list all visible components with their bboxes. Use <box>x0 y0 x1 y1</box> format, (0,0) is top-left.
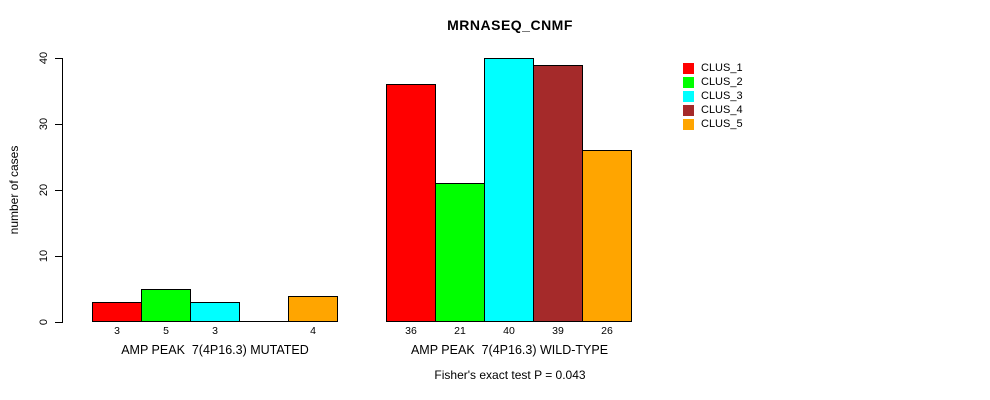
clus2-swatch-icon <box>683 76 694 88</box>
y-tick <box>55 322 63 323</box>
bar-value-label: 26 <box>601 325 613 337</box>
legend-label: CLUS_3 <box>701 90 743 102</box>
y-tick <box>55 256 63 257</box>
bar-clus1-wildtype <box>386 84 436 322</box>
y-tick-label: 40 <box>38 51 50 65</box>
chart-title: MRNASEQ_CNMF <box>447 17 573 33</box>
bar-clus3-mutated <box>190 302 240 322</box>
bar-value-label: 5 <box>163 325 169 337</box>
legend-item: CLUS_5 <box>683 117 743 131</box>
clus3-swatch-icon <box>683 90 694 102</box>
y-tick <box>55 58 63 59</box>
clus1-swatch-icon <box>683 62 694 74</box>
legend-item: CLUS_1 <box>683 61 743 75</box>
bar-clus5-wildtype <box>582 150 632 322</box>
y-tick-label: 10 <box>38 249 50 263</box>
bar-clus2-wildtype <box>435 183 485 322</box>
legend-item: CLUS_2 <box>683 75 743 89</box>
group-label-wildtype: AMP PEAK 7(4P16.3) WILD-TYPE <box>410 343 609 357</box>
fisher-test-annotation: Fisher's exact test P = 0.043 <box>434 368 586 382</box>
clus5-swatch-icon <box>683 118 694 130</box>
bar-value-label: 36 <box>405 325 417 337</box>
bar-clus1-mutated <box>92 302 142 322</box>
bar-value-label: 3 <box>212 325 218 337</box>
y-tick <box>55 124 63 125</box>
legend-label: CLUS_5 <box>701 118 743 130</box>
bar-clus3-wildtype <box>484 58 534 322</box>
legend-item: CLUS_4 <box>683 103 743 117</box>
legend-label: CLUS_4 <box>701 104 743 116</box>
legend-item: CLUS_3 <box>683 89 743 103</box>
y-tick <box>55 190 63 191</box>
legend-label: CLUS_1 <box>701 62 743 74</box>
legend-label: CLUS_2 <box>701 76 743 88</box>
bar-value-label: 40 <box>503 325 515 337</box>
bar-value-label: 21 <box>454 325 466 337</box>
group-label-mutated: AMP PEAK 7(4P16.3) MUTATED <box>121 343 309 357</box>
y-tick-label: 20 <box>38 183 50 197</box>
legend: CLUS_1 CLUS_2 CLUS_3 CLUS_4 CLUS_5 <box>683 61 743 131</box>
y-tick-label: 30 <box>38 117 50 131</box>
bar-value-label: 4 <box>310 325 316 337</box>
bar-clus4-mutated <box>239 321 289 322</box>
clus4-swatch-icon <box>683 104 694 116</box>
bar-clus4-wildtype <box>533 65 583 322</box>
y-axis-label: number of cases <box>7 145 21 235</box>
bar-value-label: 39 <box>552 325 564 337</box>
bar-value-label: 3 <box>114 325 120 337</box>
bar-clus2-mutated <box>141 289 191 322</box>
bar-clus5-mutated <box>288 296 338 322</box>
y-tick-label: 0 <box>38 318 50 326</box>
